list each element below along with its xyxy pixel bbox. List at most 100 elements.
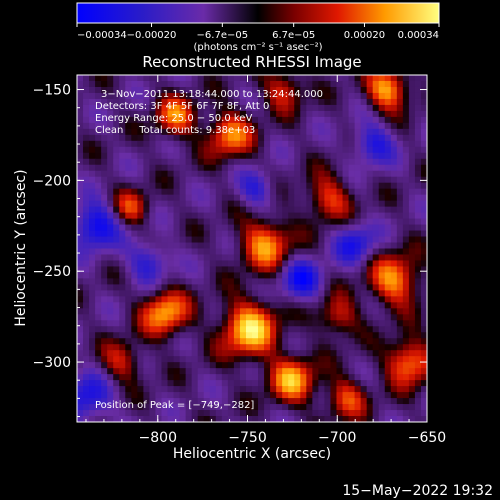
heatmap-cell	[125, 248, 132, 255]
heatmap-cell	[396, 380, 404, 387]
heatmap-cell	[336, 98, 343, 106]
heatmap-cell	[300, 140, 307, 148]
heatmap-cell	[264, 86, 271, 94]
heatmap-cell	[137, 320, 144, 327]
heatmap-cell	[143, 146, 150, 154]
heatmap-cell	[161, 362, 168, 369]
heatmap-cell	[330, 116, 337, 124]
heatmap-cell	[113, 104, 120, 112]
heatmap-cell	[312, 86, 319, 94]
heatmap-cell	[227, 374, 235, 381]
heatmap-cell	[221, 80, 229, 88]
heatmap-cell	[77, 278, 84, 285]
heatmap-cell	[270, 290, 277, 297]
heatmap-cell	[239, 152, 247, 160]
heatmap-cell	[131, 194, 138, 202]
heatmap-cell	[312, 410, 319, 417]
heatmap-cell	[125, 308, 132, 315]
heatmap-cell	[282, 146, 289, 154]
heatmap-cell	[185, 104, 193, 112]
heatmap-cell	[366, 254, 374, 261]
heatmap-cell	[227, 188, 235, 196]
heatmap-cell	[113, 266, 120, 273]
heatmap-cell	[402, 236, 410, 243]
heatmap-cell	[420, 206, 427, 213]
heatmap-cell	[336, 206, 343, 213]
heatmap-cell	[348, 416, 355, 422]
heatmap-cell	[221, 380, 229, 387]
heatmap-cell	[342, 302, 349, 309]
heatmap-cell	[324, 158, 331, 166]
heatmap-cell	[125, 344, 132, 351]
heatmap-cell	[342, 194, 349, 202]
heatmap-cell	[233, 176, 241, 184]
heatmap-cell	[366, 398, 374, 405]
heatmap-cell	[336, 332, 343, 339]
heatmap-cell	[276, 104, 283, 112]
heatmap-cell	[233, 158, 241, 166]
heatmap-cell	[161, 248, 168, 255]
x-tick-label: −800	[139, 430, 177, 446]
heatmap-cell	[420, 332, 427, 339]
heatmap-cell	[245, 314, 253, 321]
heatmap-cell	[113, 164, 120, 172]
heatmap-cell	[336, 194, 343, 202]
heatmap-cell	[107, 170, 114, 178]
heatmap-cell	[209, 212, 217, 219]
heatmap-cell	[372, 164, 380, 172]
heatmap-cell	[143, 104, 150, 112]
heatmap-cell	[402, 206, 410, 213]
heatmap-cell	[270, 176, 277, 184]
heatmap-cell	[173, 158, 180, 166]
heatmap-cell	[119, 188, 126, 196]
heatmap-cell	[384, 86, 392, 94]
heatmap-cell	[161, 80, 168, 88]
heatmap-cell	[342, 314, 349, 321]
heatmap-cell	[384, 75, 392, 82]
heatmap-cell	[143, 140, 150, 148]
heatmap-cell	[125, 242, 132, 249]
heatmap-cell	[264, 356, 271, 363]
heatmap-cell	[155, 164, 162, 172]
heatmap-cell	[396, 122, 404, 130]
heatmap-cell	[318, 212, 325, 219]
heatmap-cell	[282, 128, 289, 136]
heatmap-cell	[408, 200, 416, 208]
heatmap-cell	[227, 296, 235, 303]
heatmap-cell	[221, 404, 229, 411]
heatmap-cell	[203, 260, 211, 267]
heatmap-cell	[209, 194, 217, 202]
heatmap-cell	[83, 200, 90, 208]
heatmap-cell	[95, 278, 102, 285]
heatmap-cell	[378, 350, 386, 357]
heatmap-cell	[137, 344, 144, 351]
heatmap-cell	[179, 326, 187, 333]
heatmap-cell	[396, 314, 404, 321]
heatmap-cell	[276, 302, 283, 309]
y-tick-label: −150	[33, 83, 71, 99]
heatmap-cell	[264, 170, 271, 178]
heatmap-cell	[390, 380, 398, 387]
heatmap-cell	[137, 224, 144, 231]
heatmap-cell	[161, 254, 168, 261]
heatmap-cell	[420, 248, 427, 255]
heatmap-cell	[215, 140, 223, 148]
heatmap-cell	[360, 236, 368, 243]
heatmap-cell	[300, 296, 307, 303]
heatmap-cell	[408, 212, 416, 219]
heatmap-cell	[203, 380, 211, 387]
heatmap-cell	[408, 332, 416, 339]
heatmap-cell	[258, 404, 265, 411]
heatmap-cell	[384, 260, 392, 267]
heatmap-cell	[294, 140, 301, 148]
heatmap-cell	[197, 320, 205, 327]
heatmap-cell	[258, 200, 265, 208]
heatmap-cell	[318, 164, 325, 172]
heatmap-cell	[420, 140, 427, 148]
heatmap-cell	[155, 266, 162, 273]
heatmap-cell	[149, 410, 156, 417]
heatmap-cell	[179, 122, 187, 130]
heatmap-cell	[233, 80, 241, 88]
heatmap-cell	[245, 290, 253, 297]
heatmap-cell	[294, 398, 301, 405]
